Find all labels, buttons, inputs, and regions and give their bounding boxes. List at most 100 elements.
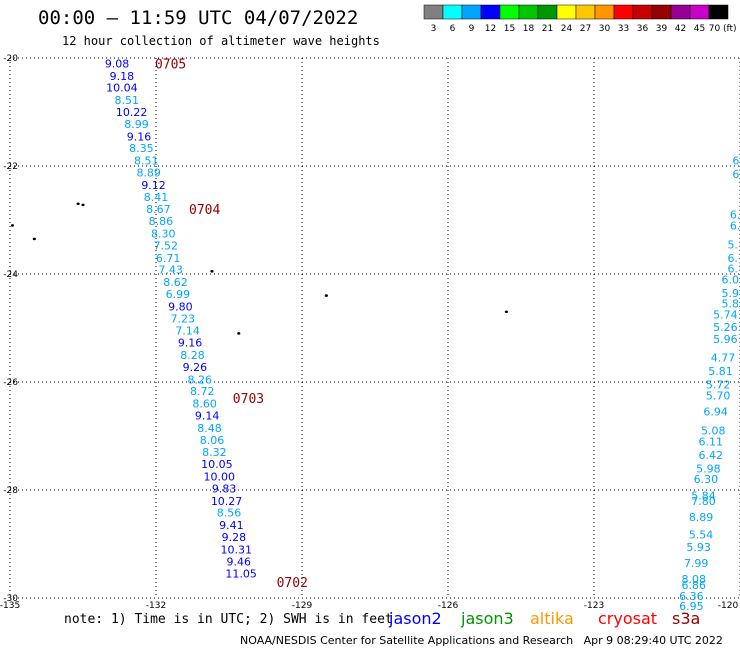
wave-height-label: 9.28 [222,531,247,544]
wave-height-label: 10.22 [116,106,148,119]
wave-height-label: 8.51 [115,94,140,107]
lon-tick-label: -132 [146,601,166,611]
color-swatch-label: 36 [637,24,649,34]
island-dot [237,332,241,335]
color-swatch [689,4,710,20]
wave-height-label: 5.81 [708,365,733,378]
wave-height-label: 9.18 [110,70,135,83]
color-swatch-label: 18 [523,24,535,34]
legend-jason2: jason2 [389,609,442,628]
lon-tick-label: -135 [0,601,20,611]
color-swatch-label: 39 [656,24,668,34]
wave-height-label: 8.28 [180,349,205,362]
color-swatch [594,4,615,20]
wave-height-label: 6.99 [166,288,191,301]
lat-tick-label: -20 [3,54,18,64]
island-dot [10,224,15,227]
wave-height-label: 5.72 [706,379,731,392]
wave-height-label: 8.67 [146,203,171,216]
legend-s3a: s3a [672,609,701,628]
lon-tick-label: -120 [718,601,739,611]
wave-height-label: 8.99 [124,118,149,131]
wave-height-label: 8.08 [682,573,707,586]
wave-height-label: 7.99 [684,557,709,570]
wave-height-label: 8.86 [149,215,174,228]
color-swatch [651,4,672,20]
wave-height-label: 5.8 [722,298,740,311]
island-dot [504,310,508,314]
wave-height-label: 7.52 [153,239,178,252]
color-swatch-label: 9 [469,24,475,34]
wave-height-label: 6.36 [679,590,704,603]
color-swatch [537,4,558,20]
color-swatch [461,4,482,20]
lon-tick-label: -126 [438,601,459,611]
wave-height-label: 9.08 [105,57,130,70]
wave-height-label: 5.08 [701,425,726,438]
island-dot [324,294,328,297]
wave-height-label: 6. [727,252,738,265]
wave-height-label: 8.89 [689,511,714,524]
wave-height-label: 8.60 [192,398,217,411]
wave-height-label: 5.26 [713,321,738,334]
island-dot [210,270,214,273]
wave-height-label: 5.74 [713,309,738,322]
wave-height-label: 6. [732,168,740,181]
color-swatch-label: 12 [485,24,496,34]
wave-height-label: 8.32 [202,446,227,459]
page-title: 00:00 — 11:59 UTC 04/07/2022 [38,7,359,29]
wave-height-label: 6.86 [682,579,707,592]
track-time-label: 0705 [155,57,186,72]
color-swatch [613,4,634,20]
wave-height-label: 7.80 [691,495,716,508]
lat-tick-label: -24 [3,270,18,280]
wave-height-label: 6.30 [694,473,719,486]
color-swatch [518,4,539,20]
wave-height-label: 8.89 [136,166,161,179]
wave-height-label: 8.62 [163,276,188,289]
wave-height-map: -20 -22 -24 -26 -28 -30-135 -132 -129 -126 -123 -1… [0,54,740,613]
wave-height-label: 8.41 [144,191,169,204]
wave-height-label: 6.95 [679,600,704,613]
track-time-label: 0702 [277,576,308,591]
legend-altika: altika [530,609,574,628]
wave-height-label: 9.80 [168,300,193,313]
legend-cryosat: cryosat [598,609,658,628]
lon-tick-label: -129 [292,601,313,611]
legend-jason3: jason3 [461,609,514,628]
color-swatch [442,4,463,20]
track-time-label: 0704 [189,203,220,218]
lat-tick-label: -28 [3,486,18,496]
color-swatch-label: 6 [450,24,456,34]
wave-height-label: 6.0 [722,273,740,286]
wave-height-label: 5.70 [706,390,731,403]
color-swatch-label: 33 [618,24,629,34]
color-swatch [670,4,691,20]
wave-height-label: 5.84 [691,489,716,502]
wave-height-label: 5.96 [713,333,738,346]
wave-height-label: 9.46 [226,555,251,568]
wave-height-label: 6.94 [703,406,728,419]
wave-height-label: 9.16 [127,130,152,143]
wave-height-label: 8.06 [200,434,225,447]
lat-tick-label: -30 [3,594,18,604]
color-swatch-label: 27 [580,24,591,34]
wave-height-label: 9.26 [183,361,208,374]
page-subtitle: 12 hour collection of altimeter wave hei… [62,34,380,48]
lon-tick-label: -123 [584,601,604,611]
color-swatch-label: 15 [504,24,515,34]
wave-height-label: 5.54 [689,528,714,541]
wave-height-label: 6.71 [156,252,181,265]
color-swatch-label: 42 [675,24,686,34]
footer-credit: NOAA/NESDIS Center for Satellite Applica… [240,634,723,647]
footer-agency: NOAA/NESDIS Center for Satellite Applica… [240,634,574,647]
color-scale-bar: 3 6 9 12 15 18 21 24 27 30 33 36 39 42 45 70 (ft) [423,4,737,34]
wave-height-label: 9.83 [212,482,237,495]
wave-height-label: 8.48 [197,422,222,435]
wave-height-label: 6.11 [699,435,724,448]
color-swatch-label: 30 [599,24,611,34]
island-dot [81,203,85,207]
color-swatch [556,4,577,20]
color-swatch [480,4,501,20]
